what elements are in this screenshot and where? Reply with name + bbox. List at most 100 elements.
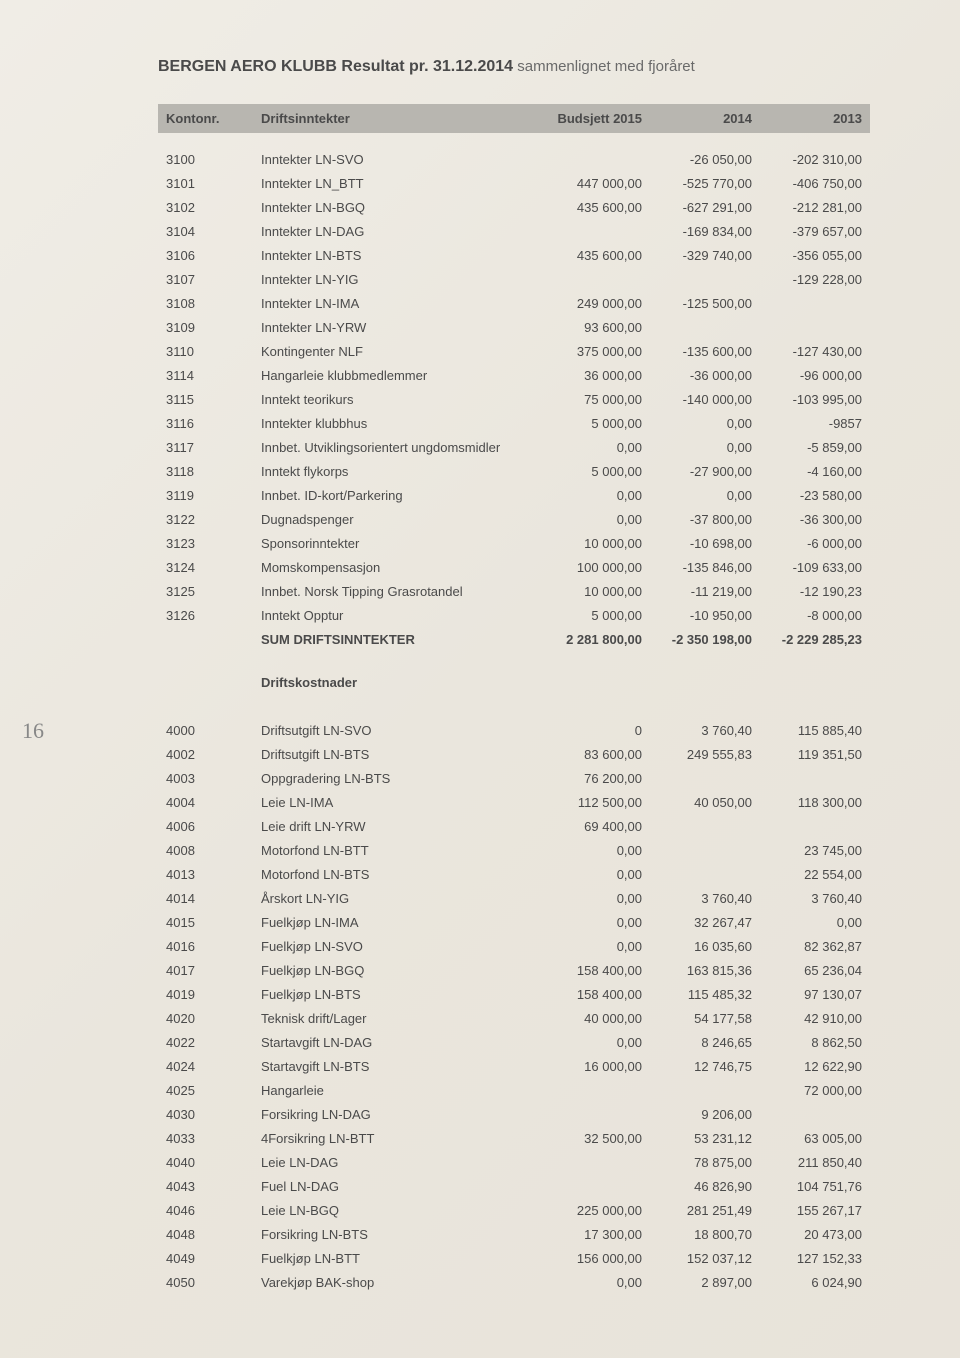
table-row: 3108Inntekter LN-IMA249 000,00-125 500,0…	[158, 291, 870, 315]
cell	[650, 1078, 760, 1102]
cell: 3115	[158, 387, 253, 411]
table-row: 4025Hangarleie72 000,00	[158, 1078, 870, 1102]
table-row: 3124Momskompensasjon100 000,00-135 846,0…	[158, 555, 870, 579]
cell: -525 770,00	[650, 171, 760, 195]
cell: Inntekter LN-YIG	[253, 267, 540, 291]
table-row: 3107Inntekter LN-YIG-129 228,00	[158, 267, 870, 291]
cell: -5 859,00	[760, 435, 870, 459]
cell	[760, 315, 870, 339]
cell: 4016	[158, 934, 253, 958]
cell: 225 000,00	[540, 1198, 650, 1222]
cell: -356 055,00	[760, 243, 870, 267]
cell: 20 473,00	[760, 1222, 870, 1246]
cell: Fuelkjøp LN-BTT	[253, 1246, 540, 1270]
cell: 53 231,12	[650, 1126, 760, 1150]
cell: 447 000,00	[540, 171, 650, 195]
cell: 0,00	[540, 934, 650, 958]
cell: 4024	[158, 1054, 253, 1078]
cell: 10 000,00	[540, 531, 650, 555]
cell: -11 219,00	[650, 579, 760, 603]
cell: -23 580,00	[760, 483, 870, 507]
cell: 155 267,17	[760, 1198, 870, 1222]
table-body: 3100Inntekter LN-SVO-26 050,00-202 310,0…	[158, 133, 870, 1294]
cell: 3 760,40	[650, 718, 760, 742]
cell: 76 200,00	[540, 766, 650, 790]
cell	[540, 147, 650, 171]
cell: 0,00	[650, 411, 760, 435]
table-row: 4006Leie drift LN-YRW69 400,00	[158, 814, 870, 838]
cell: Inntekt Opptur	[253, 603, 540, 627]
cell: -329 740,00	[650, 243, 760, 267]
cell: Innbet. Utviklingsorientert ungdomsmidle…	[253, 435, 540, 459]
cell: 4046	[158, 1198, 253, 1222]
cell: Inntekter klubbhus	[253, 411, 540, 435]
table-row: 3110Kontingenter NLF375 000,00-135 600,0…	[158, 339, 870, 363]
cell: Hangarleie	[253, 1078, 540, 1102]
cell: 5 000,00	[540, 459, 650, 483]
cell: 4006	[158, 814, 253, 838]
cell: 18 800,70	[650, 1222, 760, 1246]
section-header: Driftskostnader	[158, 651, 870, 704]
cell: Leie LN-IMA	[253, 790, 540, 814]
cell: -109 633,00	[760, 555, 870, 579]
cell	[650, 315, 760, 339]
cell: Forsikring LN-DAG	[253, 1102, 540, 1126]
table-row: 4040Leie LN-DAG78 875,00211 850,40	[158, 1150, 870, 1174]
cell: Momskompensasjon	[253, 555, 540, 579]
cell: 9 206,00	[650, 1102, 760, 1126]
table-row: 3117Innbet. Utviklingsorientert ungdomsm…	[158, 435, 870, 459]
table-row: 4017Fuelkjøp LN-BGQ158 400,00163 815,366…	[158, 958, 870, 982]
cell: Teknisk drift/Lager	[253, 1006, 540, 1030]
cell: 4020	[158, 1006, 253, 1030]
cell: 3108	[158, 291, 253, 315]
cell: 375 000,00	[540, 339, 650, 363]
cell: 4014	[158, 886, 253, 910]
table-header-row: Kontonr. Driftsinntekter Budsjett 2015 2…	[158, 104, 870, 133]
cell: Sponsorinntekter	[253, 531, 540, 555]
cell: 3118	[158, 459, 253, 483]
cell: Inntekter LN-BTS	[253, 243, 540, 267]
cell: Fuelkjøp LN-BTS	[253, 982, 540, 1006]
col-2014: 2014	[650, 104, 760, 133]
cell: Varekjøp BAK-shop	[253, 1270, 540, 1294]
table-row: 4043Fuel LN-DAG46 826,90104 751,76	[158, 1174, 870, 1198]
cell: 112 500,00	[540, 790, 650, 814]
cell: -379 657,00	[760, 219, 870, 243]
table-row: 4000Driftsutgift LN-SVO03 760,40115 885,…	[158, 718, 870, 742]
cell: 42 910,00	[760, 1006, 870, 1030]
col-kontonr: Kontonr.	[158, 104, 253, 133]
cell: 5 000,00	[540, 603, 650, 627]
cell: 4002	[158, 742, 253, 766]
cell: -36 000,00	[650, 363, 760, 387]
cell: 3114	[158, 363, 253, 387]
cell: 8 862,50	[760, 1030, 870, 1054]
table-row: 4024Startavgift LN-BTS16 000,0012 746,75…	[158, 1054, 870, 1078]
cell: 12 622,90	[760, 1054, 870, 1078]
cell: 3 760,40	[760, 886, 870, 910]
cell	[650, 838, 760, 862]
cell: Fuelkjøp LN-SVO	[253, 934, 540, 958]
cell: -406 750,00	[760, 171, 870, 195]
table-row: 4048Forsikring LN-BTS17 300,0018 800,702…	[158, 1222, 870, 1246]
cell: -9857	[760, 411, 870, 435]
table-row: 4046Leie LN-BGQ225 000,00281 251,49155 2…	[158, 1198, 870, 1222]
table-row: 3116Inntekter klubbhus5 000,000,00-9857	[158, 411, 870, 435]
cell: 0,00	[540, 483, 650, 507]
cell: 3 760,40	[650, 886, 760, 910]
cell: Inntekter LN-YRW	[253, 315, 540, 339]
cell: Fuelkjøp LN-IMA	[253, 910, 540, 934]
cell: -96 000,00	[760, 363, 870, 387]
cell: 4019	[158, 982, 253, 1006]
cell: Oppgradering LN-BTS	[253, 766, 540, 790]
cell: 115 485,32	[650, 982, 760, 1006]
cell: 12 746,75	[650, 1054, 760, 1078]
table-row: 4003Oppgradering LN-BTS76 200,00	[158, 766, 870, 790]
table-row: 3101Inntekter LN_BTT447 000,00-525 770,0…	[158, 171, 870, 195]
cell: 4022	[158, 1030, 253, 1054]
table-row: 3123Sponsorinntekter10 000,00-10 698,00-…	[158, 531, 870, 555]
cell: 435 600,00	[540, 243, 650, 267]
cell: Fuelkjøp LN-BGQ	[253, 958, 540, 982]
cell: 281 251,49	[650, 1198, 760, 1222]
cell: 3101	[158, 171, 253, 195]
cell: 0,00	[540, 435, 650, 459]
